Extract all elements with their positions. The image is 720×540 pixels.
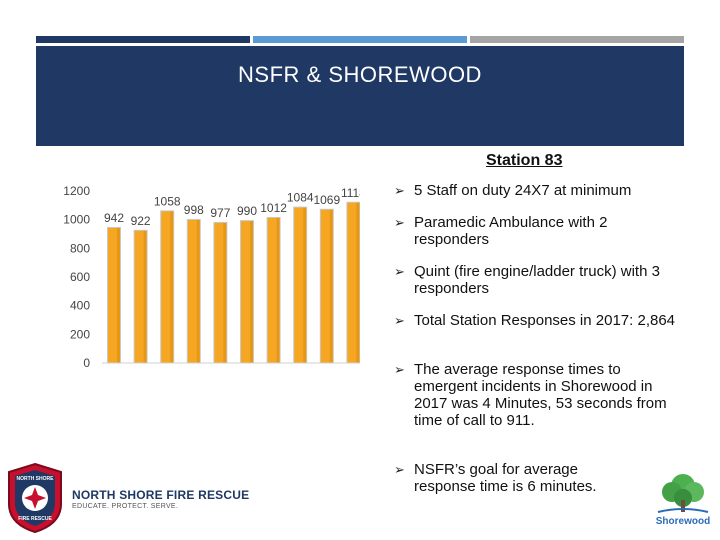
badge-bottom-text: FIRE RESCUE bbox=[18, 516, 52, 522]
bullet-item: ➢ Quint (fire engine/ladder truck) with 3… bbox=[394, 263, 684, 297]
bar-value-label: 1012 bbox=[260, 201, 287, 215]
arrow-bullet-icon: ➢ bbox=[394, 362, 405, 377]
bar-value-label: 990 bbox=[237, 204, 257, 218]
bar-shade bbox=[170, 211, 174, 363]
bullet-text: The average response times to emergent i… bbox=[414, 361, 667, 429]
bar-value-label: 977 bbox=[210, 206, 230, 220]
arrow-bullet-icon: ➢ bbox=[394, 215, 405, 230]
shorewood-tree-logo bbox=[657, 474, 709, 513]
bullet-item: ➢ 5 Staff on duty 24X7 at minimum bbox=[394, 182, 684, 199]
bullet-item: ➢ NSFR’s goal for average response time i… bbox=[394, 461, 624, 495]
bar-value-label: 1069 bbox=[313, 193, 340, 207]
y-tick-label: 800 bbox=[70, 241, 90, 255]
nsfr-logo-name: NORTH SHORE FIRE RESCUE bbox=[72, 488, 250, 502]
bar-value-label: 1084 bbox=[287, 191, 314, 205]
bar-value-label: 998 bbox=[184, 203, 204, 217]
bullet-text: Paramedic Ambulance with 2 responders bbox=[414, 214, 608, 248]
bar-value-label: 1058 bbox=[154, 194, 181, 208]
top-accent-bar-2 bbox=[253, 36, 467, 43]
bar-shade bbox=[117, 227, 120, 363]
bullet-text: Total Station Responses in 2017: 2,864 bbox=[414, 312, 676, 329]
bar-value-label: 922 bbox=[131, 214, 151, 228]
bullet-text: 5 Staff on duty 24X7 at minimum bbox=[414, 182, 632, 199]
y-tick-label: 400 bbox=[70, 299, 90, 313]
y-tick-label: 1000 bbox=[63, 213, 90, 227]
bar-shade bbox=[276, 217, 280, 363]
y-tick-label: 200 bbox=[70, 327, 90, 341]
nsfr-logo-tagline: EDUCATE. PROTECT. SERVE. bbox=[72, 503, 179, 510]
arrow-bullet-icon: ➢ bbox=[394, 264, 405, 279]
shorewood-logo-text: Shorewood bbox=[655, 516, 711, 527]
bullet-text: NSFR’s goal for average response time is… bbox=[414, 461, 597, 495]
bar-shade bbox=[329, 209, 333, 363]
bullet-text: Quint (fire engine/ladder truck) with 3 … bbox=[414, 263, 660, 297]
y-tick-label: 0 bbox=[83, 356, 90, 370]
nsfr-badge-logo: NORTH SHORE FIRE RESCUE bbox=[8, 462, 62, 534]
bar-shade bbox=[250, 221, 253, 363]
y-tick-label: 600 bbox=[70, 270, 90, 284]
arrow-bullet-icon: ➢ bbox=[394, 462, 405, 477]
top-accent-bar-1 bbox=[36, 36, 250, 43]
bar-shade bbox=[143, 230, 147, 363]
title-banner bbox=[36, 46, 684, 146]
top-accent-bar-3 bbox=[470, 36, 684, 43]
bar-shade bbox=[303, 207, 307, 363]
station-heading: Station 83 bbox=[486, 152, 563, 169]
bar-shade bbox=[223, 222, 227, 363]
bar-value-label: 1118 bbox=[341, 186, 360, 200]
bar-shade bbox=[356, 202, 360, 363]
y-tick-label: 1200 bbox=[63, 184, 90, 198]
bullet-item: ➢ The average response times to emergent … bbox=[394, 361, 684, 429]
bar-value-label: 942 bbox=[104, 211, 124, 225]
arrow-bullet-icon: ➢ bbox=[394, 313, 405, 328]
badge-top-text: NORTH SHORE bbox=[17, 476, 55, 482]
bullet-item: ➢ Total Station Responses in 2017: 2,864 bbox=[394, 312, 684, 329]
bullet-item: ➢ Paramedic Ambulance with 2 responders bbox=[394, 214, 684, 248]
bar-shade bbox=[196, 219, 200, 363]
arrow-bullet-icon: ➢ bbox=[394, 183, 405, 198]
slide-title: NSFR & SHOREWOOD bbox=[238, 62, 482, 87]
